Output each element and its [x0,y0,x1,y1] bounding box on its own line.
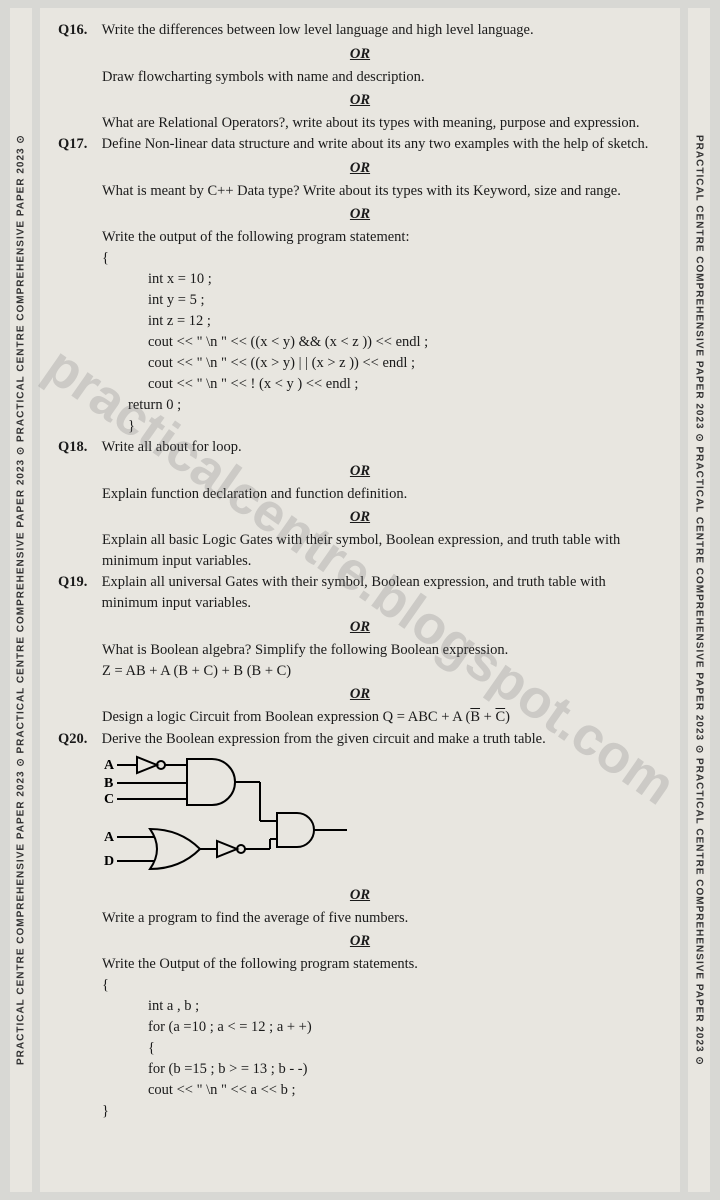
q19-c-pre: Design a logic Circuit from Boolean expr… [102,709,470,725]
q19-c-c-bar: C [495,709,505,725]
q18-b: Explain function declaration and functio… [58,484,662,505]
q17-code-8: return 0 ; [58,395,662,416]
q19-b-expr: Z = AB + A (B + C) + B (B + C) [58,661,662,682]
q17-b: What is meant by C++ Data type? Write ab… [58,181,662,202]
q17-code-9: } [58,416,662,437]
q17-number: Q17. [58,134,98,155]
q16-b: Draw flowcharting symbols with name and … [58,67,662,88]
q20-code-5: for (b =15 ; b > = 13 ; b - -) [58,1059,662,1080]
q16-number: Q16. [58,20,98,41]
q17-code-5: cout << " \n " << ((x < y) && (x < z )) … [58,332,662,353]
q19-c-mid: + [480,709,495,725]
q18-a: Write all about for loop. [102,437,662,458]
q16-c: What are Relational Operators?, write ab… [58,113,662,134]
q19-c: Design a logic Circuit from Boolean expr… [58,707,662,728]
q19-c-post: ) [505,709,510,725]
q17-a: Define Non-linear data structure and wri… [102,134,662,155]
circuit-label-c: C [104,792,114,807]
q20-b: Write a program to find the average of f… [58,908,662,929]
or-label: OR [58,158,662,179]
or-label: OR [58,507,662,528]
or-label: OR [58,90,662,111]
q20-code-6: cout << " \n " << a << b ; [58,1080,662,1101]
q17-code-6: cout << " \n " << ((x > y) | | (x > z ))… [58,353,662,374]
or-label: OR [58,204,662,225]
q19-b: What is Boolean algebra? Simplify the fo… [58,640,662,661]
circuit-label-b: B [104,776,113,791]
or-label: OR [58,617,662,638]
q17-code-4: int z = 12 ; [58,311,662,332]
q20-code-4: { [58,1038,662,1059]
or-label: OR [58,931,662,952]
or-label: OR [58,461,662,482]
q17-code-7: cout << " \n " << ! (x < y ) << endl ; [58,374,662,395]
or-label: OR [58,684,662,705]
q17-code-1: { [58,248,662,269]
q18-number: Q18. [58,437,98,458]
q16-a: Write the differences between low level … [102,20,662,41]
or-label: OR [58,885,662,906]
or-label: OR [58,44,662,65]
q20-a: Derive the Boolean expression from the g… [102,729,662,750]
q18-c: Explain all basic Logic Gates with their… [58,530,662,572]
right-border-text: PRACTICAL CENTRE COMPREHENSIVE PAPER 202… [688,8,710,1192]
q19-number: Q19. [58,572,98,593]
q20-code-1: { [58,975,662,996]
q20-c: Write the Output of the following progra… [58,954,662,975]
q20-number: Q20. [58,729,98,750]
q19-a: Explain all universal Gates with their s… [102,572,662,614]
q17-code-3: int y = 5 ; [58,290,662,311]
q19-c-b-bar: B [470,709,480,725]
page-content: practicalcentre.blogspot.com Q16. Write … [40,8,680,1192]
q17-c: Write the output of the following progra… [58,227,662,248]
circuit-label-a1: A [104,758,115,773]
q20-code-2: int a , b ; [58,996,662,1017]
q17-code-2: int x = 10 ; [58,269,662,290]
logic-circuit-diagram: A B C A D [102,753,402,883]
q20-code-7: } [58,1101,662,1122]
left-border-text: PRACTICAL CENTRE COMPREHENSIVE PAPER 202… [10,8,32,1192]
q20-code-3: for (a =10 ; a < = 12 ; a + +) [58,1017,662,1038]
circuit-label-a2: A [104,830,115,845]
circuit-label-d: D [104,854,114,869]
